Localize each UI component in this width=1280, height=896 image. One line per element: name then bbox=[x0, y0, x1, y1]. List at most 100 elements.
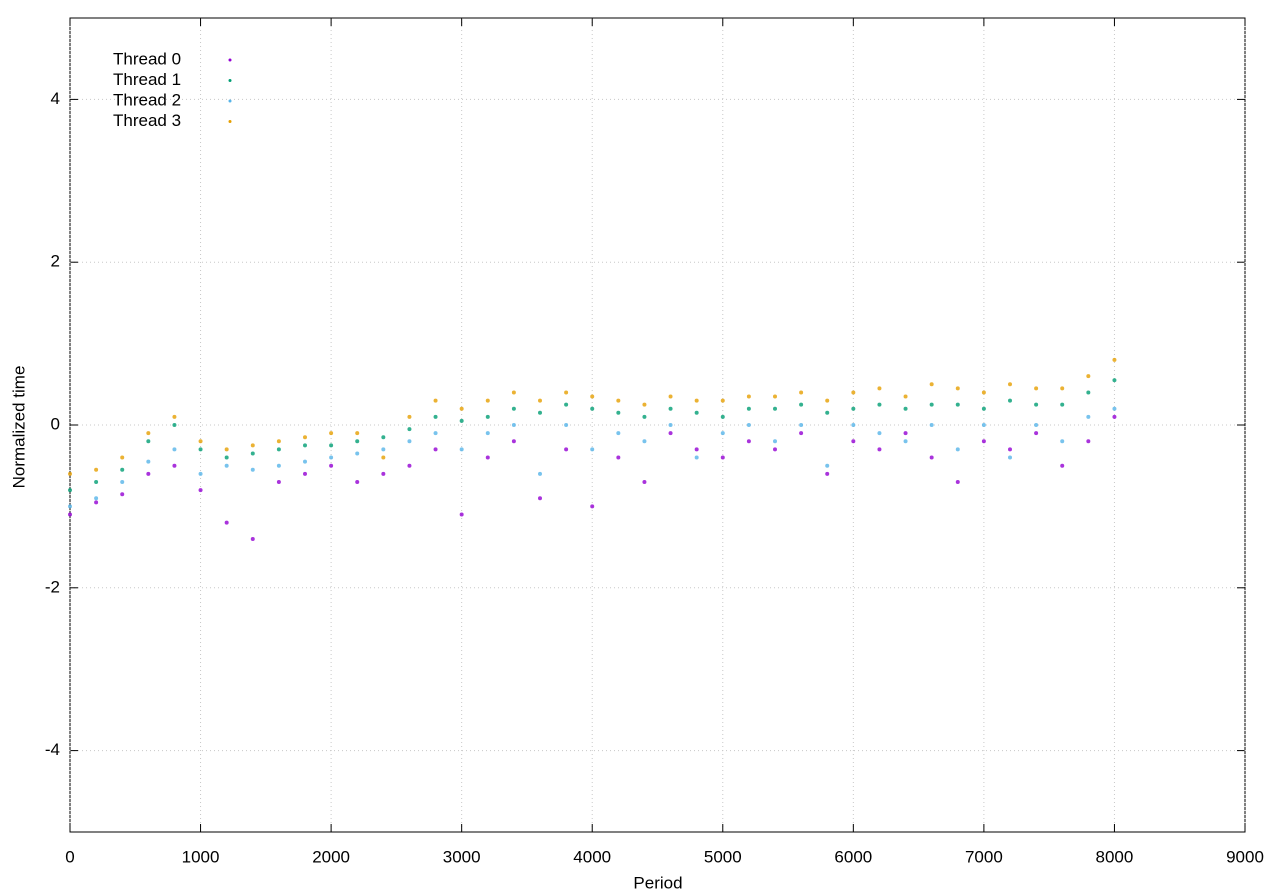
point bbox=[799, 431, 804, 436]
point bbox=[642, 439, 647, 444]
x-tick-label: 7000 bbox=[965, 847, 1003, 866]
point bbox=[694, 447, 699, 452]
point bbox=[1060, 439, 1065, 444]
legend-label: Thread 0 bbox=[113, 49, 181, 68]
point bbox=[851, 439, 856, 444]
point bbox=[694, 398, 699, 403]
point bbox=[120, 455, 125, 460]
point bbox=[172, 463, 177, 468]
point bbox=[303, 471, 307, 476]
point bbox=[668, 394, 673, 399]
point bbox=[276, 479, 281, 484]
point bbox=[877, 447, 882, 452]
point bbox=[1112, 357, 1117, 362]
y-axis-label: Normalized time bbox=[9, 366, 28, 489]
point bbox=[276, 439, 281, 444]
point bbox=[433, 398, 438, 403]
point bbox=[329, 455, 334, 460]
point bbox=[224, 520, 229, 525]
point bbox=[303, 459, 307, 464]
y-tick-label: 0 bbox=[51, 414, 60, 433]
point bbox=[172, 447, 177, 452]
point bbox=[929, 382, 934, 387]
point bbox=[68, 488, 72, 493]
point bbox=[746, 439, 751, 444]
point bbox=[276, 447, 281, 452]
point bbox=[799, 390, 804, 395]
point bbox=[94, 467, 99, 472]
point bbox=[485, 398, 490, 403]
point bbox=[746, 406, 751, 411]
point bbox=[564, 447, 569, 452]
x-tick-label: 3000 bbox=[443, 847, 481, 866]
point bbox=[616, 410, 621, 415]
point bbox=[851, 423, 856, 427]
y-tick-label: -2 bbox=[45, 577, 60, 596]
point bbox=[1034, 402, 1039, 407]
point bbox=[511, 439, 516, 444]
point bbox=[355, 431, 360, 436]
point bbox=[590, 406, 595, 411]
x-tick-label: 8000 bbox=[1096, 847, 1134, 866]
point bbox=[250, 443, 255, 448]
point bbox=[955, 386, 960, 391]
point bbox=[773, 394, 777, 399]
point bbox=[773, 406, 777, 411]
point bbox=[68, 471, 72, 476]
point bbox=[303, 443, 307, 448]
y-tick-label: 2 bbox=[51, 252, 60, 271]
point bbox=[198, 439, 203, 444]
point bbox=[825, 471, 830, 476]
point bbox=[903, 431, 908, 436]
point bbox=[459, 512, 464, 517]
point bbox=[668, 431, 673, 436]
point bbox=[851, 406, 856, 411]
point bbox=[511, 390, 516, 395]
point bbox=[799, 402, 804, 407]
x-tick-label: 4000 bbox=[573, 847, 611, 866]
point bbox=[1112, 378, 1117, 383]
point bbox=[746, 423, 751, 427]
point bbox=[146, 471, 151, 476]
legend-label: Thread 1 bbox=[113, 70, 181, 89]
point bbox=[903, 406, 908, 411]
legend-marker bbox=[228, 58, 232, 62]
point bbox=[329, 463, 334, 468]
point bbox=[1008, 398, 1012, 403]
point bbox=[329, 431, 334, 436]
point bbox=[250, 536, 255, 541]
point bbox=[694, 410, 699, 415]
point bbox=[981, 406, 986, 411]
point bbox=[903, 394, 908, 399]
point bbox=[407, 439, 412, 444]
legend-marker bbox=[228, 120, 232, 123]
point bbox=[616, 455, 621, 460]
point bbox=[981, 423, 986, 427]
point bbox=[198, 447, 203, 452]
point bbox=[303, 435, 307, 440]
point bbox=[981, 439, 986, 444]
point bbox=[1086, 390, 1091, 395]
point bbox=[146, 439, 151, 444]
point bbox=[955, 479, 960, 484]
point bbox=[355, 439, 360, 444]
point bbox=[68, 504, 72, 509]
point bbox=[1060, 402, 1065, 407]
point bbox=[1060, 386, 1065, 391]
point bbox=[433, 414, 438, 419]
x-tick-label: 6000 bbox=[834, 847, 872, 866]
point bbox=[877, 402, 882, 407]
point bbox=[694, 455, 699, 460]
legend-label: Thread 3 bbox=[113, 111, 181, 130]
point bbox=[1008, 382, 1012, 387]
point bbox=[433, 447, 438, 452]
point bbox=[877, 431, 882, 436]
x-tick-label: 2000 bbox=[312, 847, 350, 866]
point bbox=[1060, 463, 1065, 468]
point bbox=[433, 431, 438, 436]
point bbox=[172, 414, 177, 419]
point bbox=[381, 471, 386, 476]
point bbox=[538, 471, 542, 476]
point bbox=[1112, 414, 1117, 419]
